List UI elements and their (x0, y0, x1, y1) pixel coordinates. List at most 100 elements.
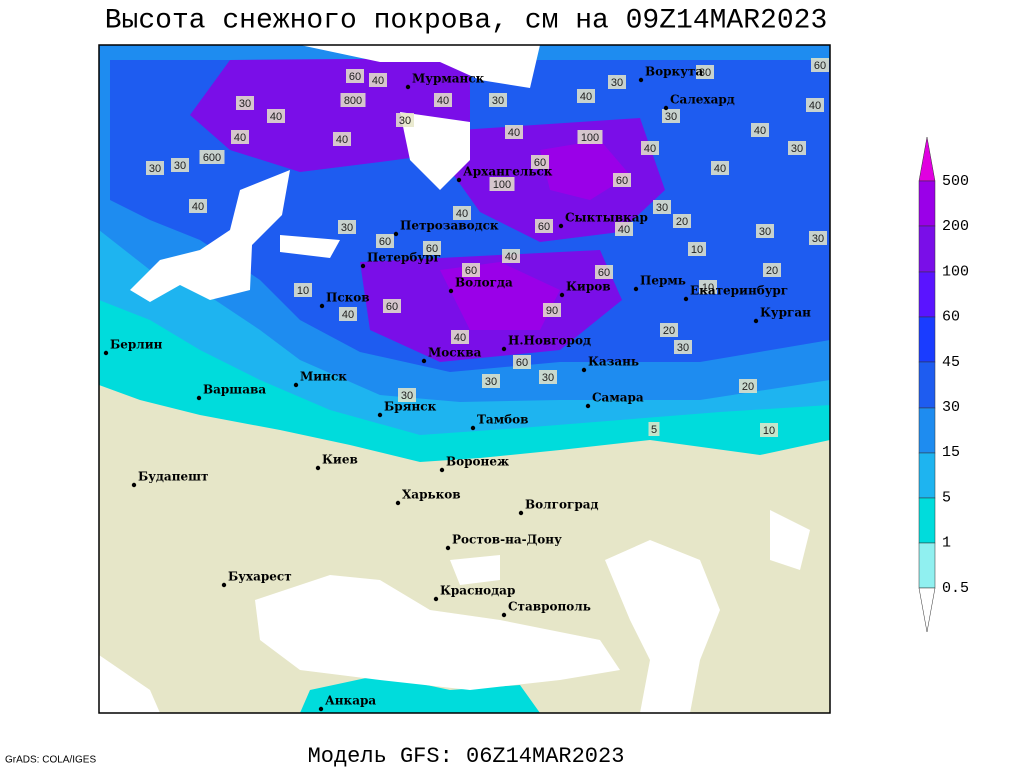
legend-swatch (918, 361, 936, 409)
contour-label: 60 (516, 357, 528, 369)
city-label: Варшава (203, 383, 266, 397)
contour-label-box (531, 155, 549, 169)
legend-label: 15 (942, 444, 960, 461)
sea (450, 555, 500, 585)
city-dot (315, 465, 321, 471)
city-dot (633, 286, 639, 292)
legend-swatch (918, 497, 936, 544)
contour-label: 90 (546, 305, 558, 317)
contour-label-box (673, 214, 691, 228)
legend-swatch (918, 180, 936, 227)
city-dot (558, 223, 564, 229)
city-dot (448, 288, 454, 294)
contour-label: 30 (542, 372, 554, 384)
contour-label-box (674, 340, 692, 354)
snow-200 (540, 140, 630, 200)
contour-label-box (613, 173, 631, 187)
city-label: Воронеж (446, 455, 509, 469)
contour-label-box (340, 93, 366, 107)
legend-label: 0.5 (942, 580, 969, 597)
contour-label: 60 (534, 157, 546, 169)
labels: 60 40 30 40 30 30 60 800 30 40 40 30 600 30 30 40 40 40 10… (103, 58, 829, 712)
contour-label: 10 (691, 244, 703, 256)
city-dot (393, 231, 399, 237)
city-label: Петербург (367, 251, 441, 265)
contour-label: 40 (456, 208, 468, 220)
legend-label: 100 (942, 263, 969, 280)
city-dot (445, 545, 451, 551)
contour-label: 40 (372, 75, 384, 87)
city-label: Ставрополь (508, 600, 591, 614)
contour-label-box (763, 263, 781, 277)
contour-label: 30 (611, 77, 623, 89)
snow-100 (190, 58, 470, 172)
contour-label-box (462, 263, 480, 277)
city-label: Бухарест (228, 570, 292, 584)
city-label: Тамбов (477, 413, 528, 427)
city-label: Брянск (384, 400, 437, 414)
contour-label-box (751, 123, 769, 137)
contour-label-box (535, 219, 553, 233)
contour-label-box (398, 388, 416, 402)
contour-label-box (615, 222, 633, 236)
legend-label: 45 (942, 354, 960, 371)
city-dot (318, 706, 324, 712)
city-dot (501, 346, 507, 352)
city-label: Москва (428, 346, 482, 360)
city-label: Волгоград (525, 498, 598, 512)
city-label: Ростов-на-Дону (452, 533, 562, 547)
contour-label-box (760, 423, 778, 437)
city-dot (433, 596, 439, 602)
contour-label: 20 (663, 325, 675, 337)
contour-label-box (396, 113, 414, 127)
contour-label: 30 (665, 111, 677, 123)
city-label: Казань (588, 355, 639, 369)
city-dot (470, 425, 476, 431)
contour-label-box (756, 224, 774, 238)
city-label: Сыктывкар (565, 211, 648, 225)
city-dot (559, 292, 565, 298)
contour-label-box (660, 323, 678, 337)
city-dot (377, 412, 383, 418)
city-dot (131, 482, 137, 488)
contour-label: 60 (386, 301, 398, 313)
contour-label: 40 (234, 132, 246, 144)
city-label: Екатеринбург (690, 284, 788, 298)
city-dot (439, 467, 445, 473)
city-label: Вологда (455, 276, 513, 290)
map-frame (98, 44, 831, 714)
contour-label-box (189, 199, 207, 213)
contour-label: 30 (149, 163, 161, 175)
contour-label-box (811, 58, 829, 72)
contour-label-box (146, 161, 164, 175)
legend-swatch (918, 316, 936, 363)
contour-label-box (383, 299, 401, 313)
city-dot (585, 403, 591, 409)
contour-label: 30 (399, 115, 411, 127)
city-label: Воркута (645, 65, 703, 79)
contour-label: 40 (505, 251, 517, 263)
contour-label: 800 (344, 95, 362, 107)
legend-label: 30 (942, 399, 960, 416)
legend-label: 500 (942, 173, 969, 190)
city-label: Берлин (110, 338, 163, 352)
contour-label: 60 (349, 71, 361, 83)
contour-label-box (641, 141, 659, 155)
contour-label-box (662, 109, 680, 123)
contour-label-box (482, 374, 500, 388)
contour-label-box (502, 249, 520, 263)
city-label: Псков (326, 291, 370, 305)
legend-swatch (918, 587, 936, 633)
contour-label: 40 (270, 111, 282, 123)
contour-label-box (346, 69, 364, 83)
contour-label: 5 (651, 424, 657, 436)
contour-label: 60 (426, 243, 438, 255)
city-label: Харьков (402, 488, 461, 502)
contour-label-box (171, 158, 189, 172)
city-dot (518, 510, 524, 516)
city-dot (221, 582, 227, 588)
contour-label-box (294, 283, 312, 297)
map: 60 40 30 40 30 30 60 800 30 40 40 30 600 30 30 40 40 40 10… (99, 45, 830, 713)
contour-label-box (231, 130, 249, 144)
contour-label: 40 (754, 125, 766, 137)
